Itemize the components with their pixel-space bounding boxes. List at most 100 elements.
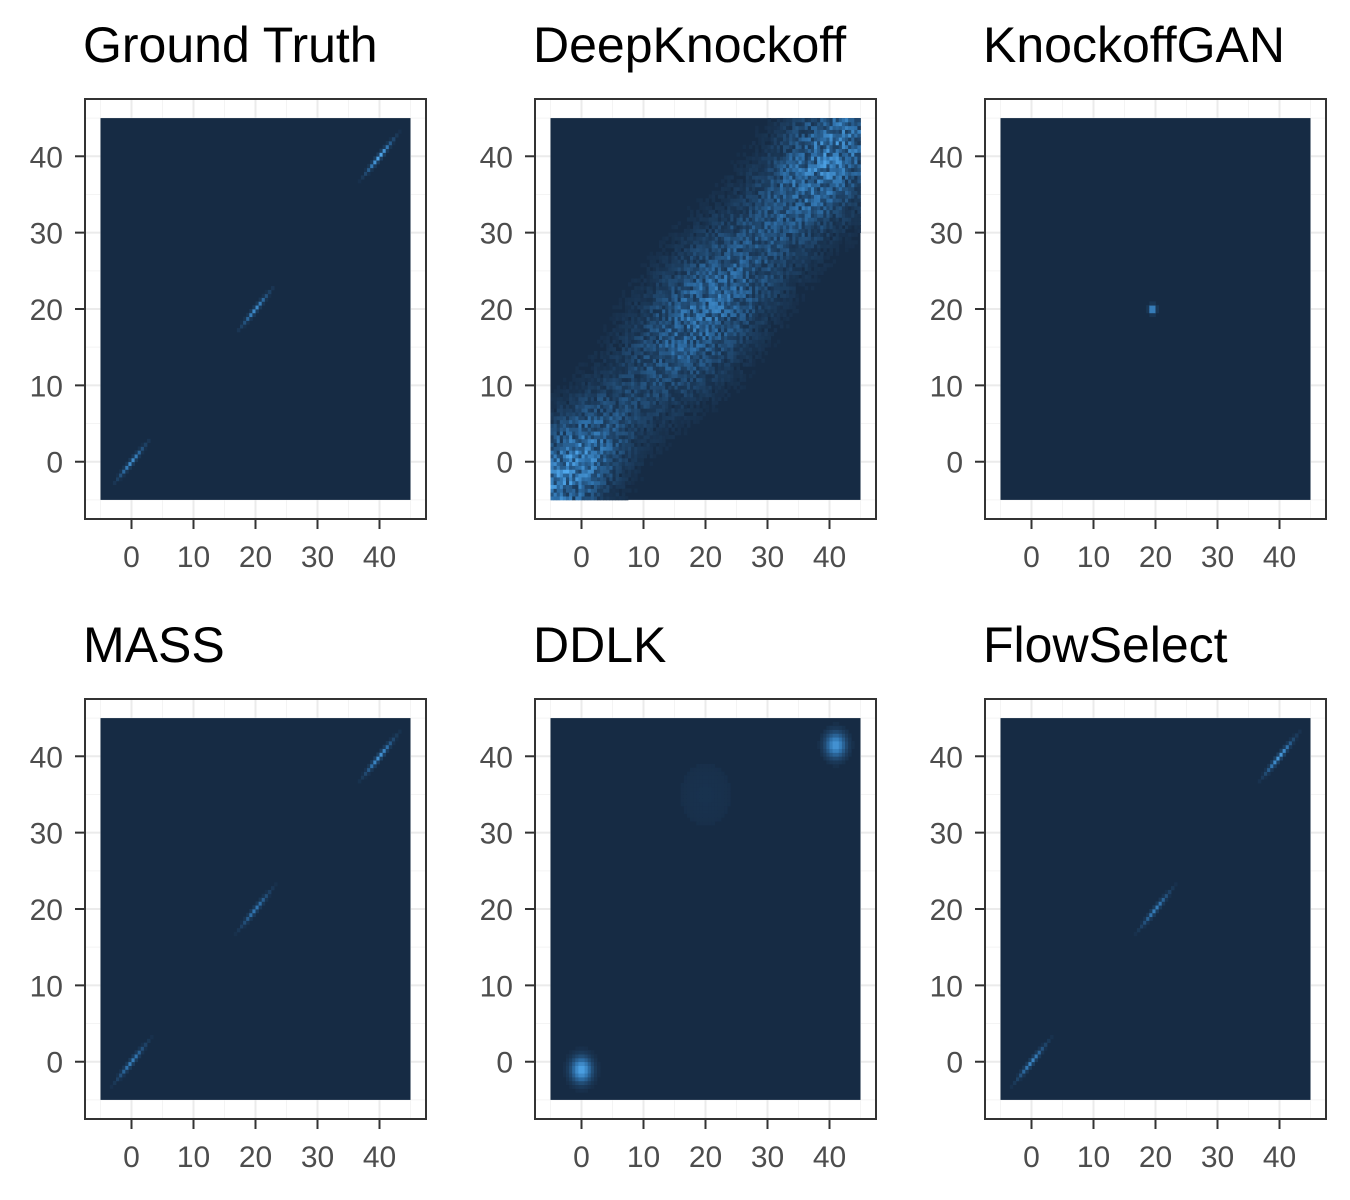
heatmap-tile [755, 259, 759, 264]
heatmap-tile [637, 339, 641, 344]
x-tick-label: 0 [123, 1141, 140, 1174]
heatmap-tile [655, 389, 660, 394]
heatmap-tile [686, 396, 691, 402]
heatmap-tile [615, 312, 620, 318]
heatmap-tile [761, 209, 765, 214]
heatmap-tile [655, 381, 660, 386]
heatmap-tile [646, 373, 651, 379]
heatmap-tile [776, 198, 781, 203]
heatmap-tile [624, 457, 629, 463]
heatmap-tile [804, 209, 809, 214]
heatmap-tile [820, 118, 824, 123]
heatmap-tile [637, 278, 641, 283]
heatmap-tile [857, 225, 861, 230]
heatmap-tile [566, 477, 570, 482]
heatmap-tile [618, 373, 623, 379]
heatmap-tile [795, 263, 799, 268]
heatmap-tile [758, 320, 762, 325]
heatmap-tile [659, 316, 663, 321]
heatmap-tile [680, 236, 685, 241]
heatmap-tile [665, 328, 669, 333]
heatmap-tile [686, 270, 691, 276]
heatmap-tile [711, 404, 716, 409]
heatmap-tile [810, 221, 815, 226]
heatmap-tile [779, 144, 784, 150]
heatmap-tile [810, 183, 815, 188]
heatmap-tile [804, 160, 809, 165]
heatmap-tile [621, 477, 626, 482]
heatmap-tile [624, 415, 629, 421]
heatmap-tile [566, 457, 570, 463]
heatmap-tile [776, 309, 781, 314]
heatmap-tile [764, 163, 768, 169]
heatmap-tile [705, 309, 709, 314]
heatmap-tile [758, 259, 762, 264]
heatmap-tile [838, 213, 843, 218]
heatmap-tile [587, 438, 592, 444]
heatmap-tile [628, 370, 632, 375]
heatmap-tile [677, 312, 682, 318]
heatmap-tile [702, 358, 706, 363]
heatmap-tile [569, 412, 573, 417]
heatmap-tile [786, 267, 790, 272]
heatmap-tile [680, 370, 685, 375]
heatmap-tile [628, 305, 632, 310]
heatmap-tile [680, 328, 685, 333]
heatmap-tile [745, 251, 750, 256]
heatmap-tile [823, 125, 827, 130]
heatmap-tile [817, 236, 821, 241]
heatmap-tile [761, 225, 765, 230]
heatmap-tile [786, 141, 790, 146]
heatmap-tile [628, 442, 632, 447]
heatmap-tile [817, 217, 821, 222]
heatmap-tile [680, 393, 685, 398]
heatmap-tile [798, 171, 802, 176]
heatmap-tile [569, 435, 573, 440]
heatmap-tile [820, 255, 824, 260]
heatmap-tile [727, 236, 731, 241]
heatmap-tile [572, 385, 576, 390]
heatmap-tile [597, 457, 601, 463]
heatmap-tile [730, 202, 734, 207]
heatmap-tile [590, 354, 595, 360]
heatmap-tile [829, 160, 833, 165]
heatmap-tile [820, 133, 824, 138]
heatmap-tile [674, 274, 678, 279]
heatmap-tile [659, 385, 663, 390]
heatmap-tile [792, 255, 796, 260]
heatmap-tile [618, 457, 623, 463]
heatmap-tile [655, 450, 660, 455]
heatmap-tile [559, 408, 564, 413]
heatmap-tile [792, 213, 796, 218]
heatmap-tile [801, 152, 806, 157]
heatmap-tile [569, 419, 573, 424]
heatmap-tile [814, 202, 818, 207]
heatmap-tile [628, 473, 632, 478]
heatmap-tile [711, 255, 716, 260]
heatmap-tile [848, 198, 852, 203]
heatmap-tile [584, 423, 589, 428]
heatmap-tile [770, 267, 775, 272]
heatmap-tile [628, 415, 632, 421]
heatmap-tile [128, 1065, 132, 1070]
heatmap-tile [581, 454, 585, 459]
heatmap-tile [699, 415, 703, 421]
heatmap-tile [857, 121, 861, 127]
heatmap-tile [776, 202, 781, 207]
heatmap-tile [609, 419, 613, 424]
heatmap-tile [649, 270, 654, 276]
heatmap-tile [550, 450, 554, 455]
heatmap-tile [652, 362, 657, 367]
heatmap-tile [699, 377, 703, 382]
heatmap-tile [240, 324, 244, 329]
heatmap-tile [556, 412, 561, 417]
heatmap-tile [699, 270, 703, 276]
heatmap-tile [714, 270, 719, 276]
heatmap-tile [603, 473, 607, 478]
heatmap-tile [727, 366, 731, 371]
heatmap-tile [714, 362, 719, 367]
heatmap-tile [783, 156, 787, 161]
heatmap-tile [686, 320, 691, 325]
heatmap-tile [581, 404, 585, 409]
heatmap-tile [826, 129, 830, 134]
